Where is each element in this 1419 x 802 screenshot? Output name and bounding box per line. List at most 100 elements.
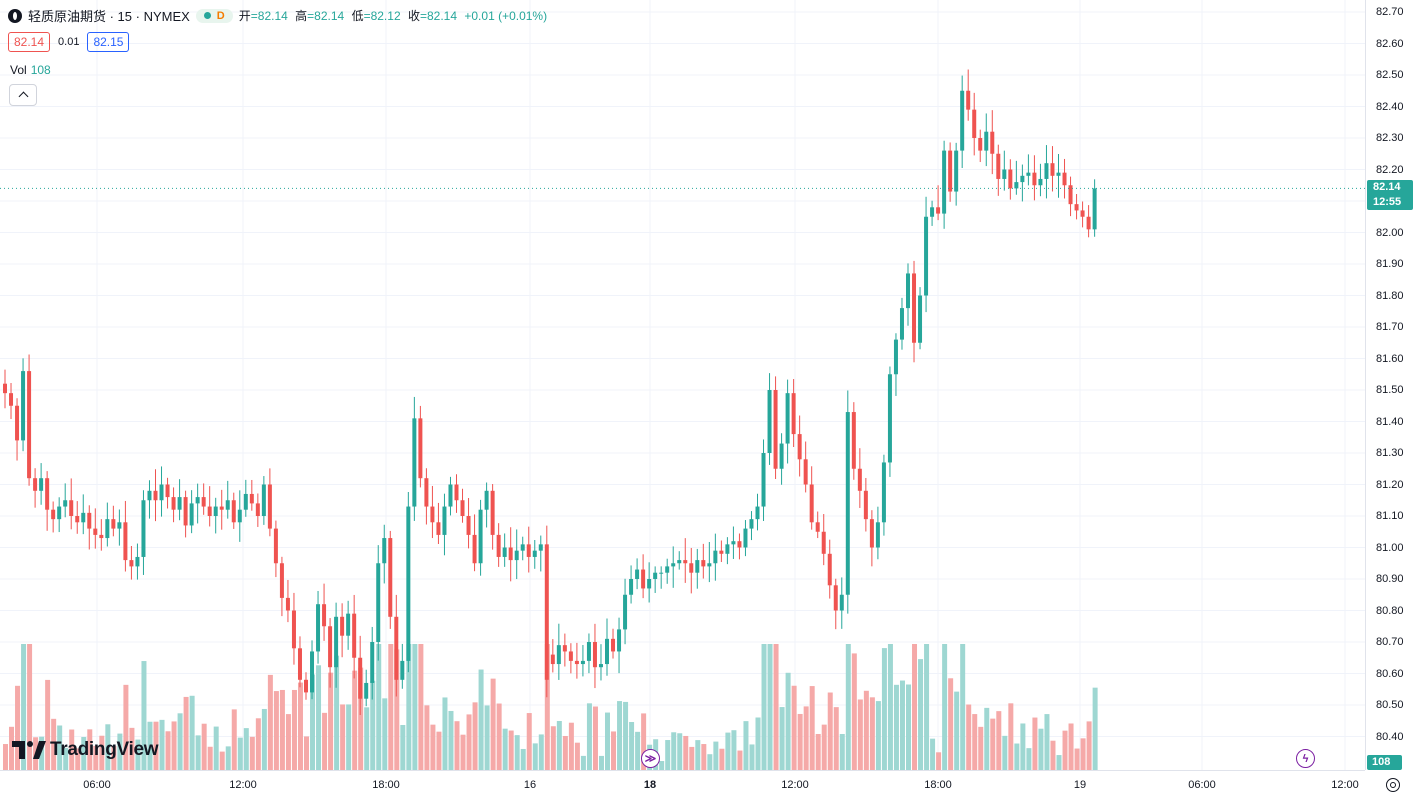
candle-body — [231, 500, 236, 523]
candle-body — [881, 462, 886, 523]
candle-body — [671, 563, 676, 567]
sell-button[interactable]: 82.14 — [8, 32, 51, 52]
candle-body — [520, 544, 525, 551]
market-status-badge[interactable]: D — [195, 8, 233, 23]
candle-body — [899, 308, 904, 340]
candle-body — [1026, 172, 1031, 176]
symbol-title[interactable]: 轻质原油期货 · 15 · NYMEX — [28, 9, 190, 24]
candle-body — [370, 642, 375, 683]
candle-body — [773, 390, 778, 469]
time-tick-label: 19 — [1073, 779, 1087, 791]
volume-bar — [406, 644, 412, 770]
candle-body — [340, 616, 345, 636]
volume-bar — [460, 734, 466, 770]
volume-bar — [623, 701, 629, 770]
time-tick-label: 06:00 — [83, 779, 111, 791]
volume-legend[interactable]: Vol 108 — [10, 63, 51, 77]
candle-body — [454, 484, 459, 501]
price-tick-label: 81.00 — [1376, 541, 1404, 554]
candle-body — [297, 648, 302, 680]
price-tick-label: 82.20 — [1376, 163, 1404, 176]
price-tick-label: 82.60 — [1376, 37, 1404, 50]
symbol-legend: 轻质原油期货 · 15 · NYMEX D 开=82.14 高=82.14 低=… — [8, 6, 551, 25]
volume-bar — [803, 706, 809, 770]
price-tick-label: 80.80 — [1376, 604, 1404, 617]
candle-body — [972, 109, 977, 138]
volume-bar — [328, 672, 334, 770]
volume-bar — [574, 742, 580, 770]
volume-bar — [906, 684, 911, 770]
volume-bar — [382, 698, 388, 770]
volume-bar — [207, 746, 213, 770]
volume-bar — [954, 691, 960, 770]
time-axis[interactable]: 06:00 12:00 18:00 16 18 12:00 18:00 19 06:00 12:0… — [0, 770, 1365, 802]
volume-bar — [617, 701, 623, 770]
candle-body — [105, 519, 110, 539]
candle-body — [869, 519, 874, 548]
volume-bar — [1044, 714, 1050, 770]
volume-bar — [39, 736, 45, 770]
candle-body — [51, 509, 56, 520]
symbol-logo-icon[interactable] — [8, 8, 22, 23]
candle-body — [785, 393, 790, 444]
candle-body — [442, 506, 447, 535]
trade-panel: 82.14 0.01 82.15 — [8, 32, 130, 52]
candle-body — [924, 216, 929, 296]
volume-bar — [532, 743, 538, 770]
volume-bar — [291, 689, 297, 770]
volume-bar — [1026, 748, 1032, 770]
current-price-label: 82.14 12:55 — [1367, 180, 1413, 211]
candle-body — [448, 484, 453, 507]
candle-body — [460, 500, 465, 516]
price-tick-label: 82.70 — [1376, 6, 1404, 18]
candle-body — [598, 664, 603, 668]
volume-bar — [562, 735, 568, 770]
candle-body — [490, 490, 495, 535]
candle-body — [430, 506, 435, 523]
volume-bar — [1002, 735, 1008, 770]
volume-bar — [285, 714, 291, 770]
candle-body — [201, 497, 206, 507]
price-tick-label: 82.40 — [1376, 100, 1404, 113]
volume-bar — [1032, 717, 1038, 770]
candle-body — [183, 497, 188, 526]
fast-forward-icon[interactable]: ≫ — [641, 749, 660, 768]
volume-bar — [255, 718, 261, 770]
volume-bar — [189, 695, 195, 770]
volume-bar — [857, 699, 863, 770]
chart-plot-area[interactable] — [0, 0, 1365, 770]
buy-button[interactable]: 82.15 — [87, 32, 130, 52]
volume-bar — [948, 678, 954, 770]
volume-bar — [1020, 723, 1026, 770]
candle-body — [815, 522, 820, 532]
volume-bar — [448, 710, 454, 770]
volume-bar — [978, 726, 984, 770]
volume-bar — [225, 746, 231, 770]
candle-body — [237, 509, 242, 523]
settings-icon[interactable] — [1386, 778, 1400, 792]
candle-body — [1086, 216, 1091, 230]
candle-body — [845, 412, 850, 595]
candle-body — [123, 522, 128, 561]
collapse-legend-button[interactable] — [9, 84, 37, 106]
tradingview-logo[interactable]: TradingView — [12, 739, 159, 761]
price-tick-label: 81.70 — [1376, 321, 1404, 333]
volume-bar — [538, 734, 544, 770]
volume-bar — [990, 718, 996, 770]
price-axis[interactable]: 82.14 12:55 108 82.70 82.60 82.50 82.40 82.3… — [1365, 0, 1419, 770]
volume-bar — [869, 697, 875, 770]
volume-bar — [177, 713, 183, 770]
lightning-icon[interactable]: ϟ — [1296, 749, 1315, 768]
candle-body — [683, 560, 688, 564]
volume-bar — [755, 717, 761, 770]
volume-bar — [707, 754, 713, 770]
volume-bar — [918, 659, 924, 770]
volume-bar — [484, 705, 490, 770]
candle-body — [153, 490, 158, 501]
volume-bar — [960, 644, 966, 770]
candlestick-chart[interactable] — [0, 0, 1365, 770]
candle-body — [755, 506, 760, 520]
volume-bar — [520, 748, 526, 770]
candle-body — [839, 594, 844, 611]
volume-bar — [641, 713, 647, 770]
